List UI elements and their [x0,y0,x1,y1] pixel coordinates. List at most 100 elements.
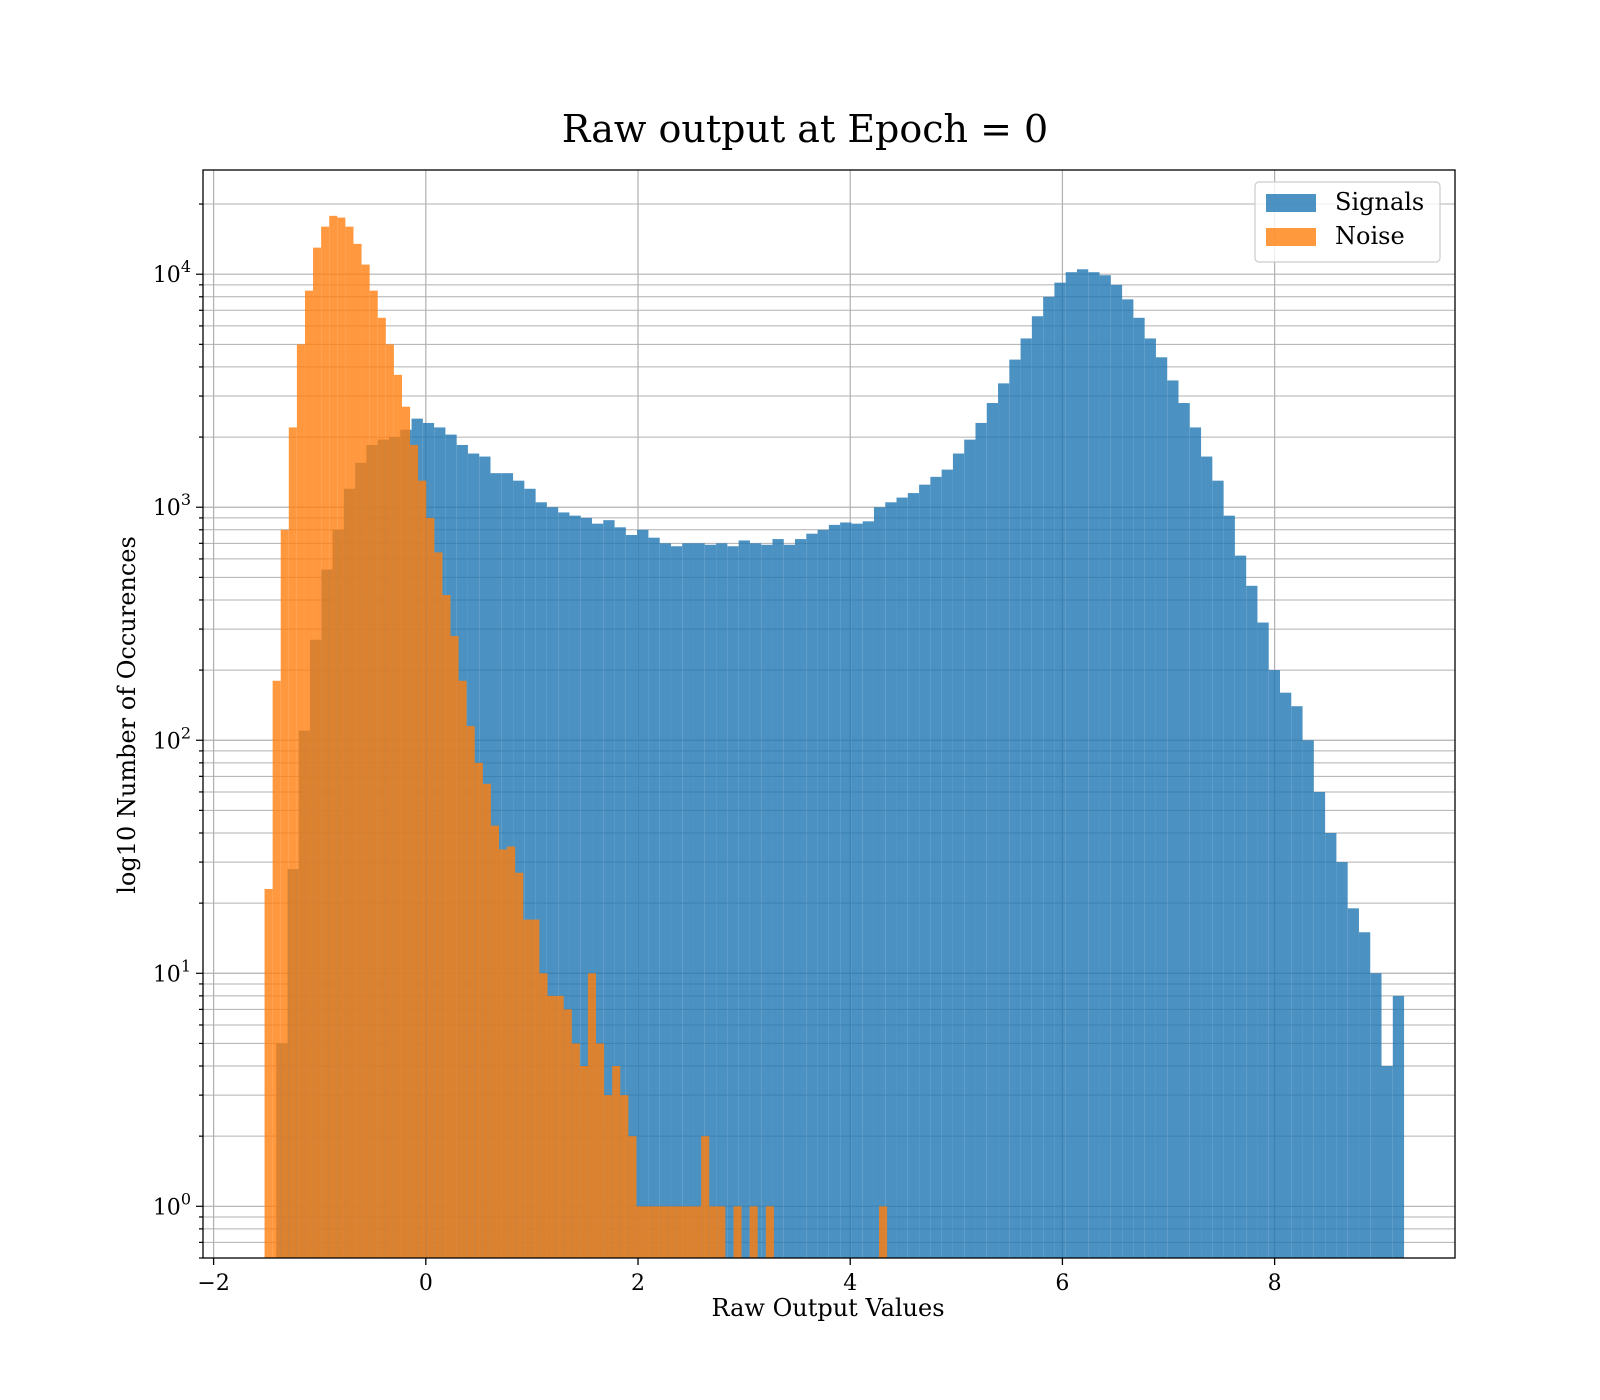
histogram-bar [321,226,330,1259]
histogram-bar [704,544,717,1258]
axes-layer: −2 0 2 4 6 8 100 101 102 103 104 [153,169,1456,1296]
histogram-bar [603,520,615,1258]
histogram-bar [580,517,593,1258]
legend-label-signals: Signals [1335,188,1424,216]
histogram-bar [385,344,394,1258]
histogram-bar [862,521,874,1258]
histogram-bar [434,552,443,1258]
histogram-bar [806,533,818,1258]
histogram-bar [450,636,459,1258]
histogram-bar [1392,995,1405,1258]
histogram-bar [986,403,999,1258]
histogram-bar [1031,316,1044,1259]
histogram-bar [1234,555,1247,1258]
x-tick-label: 0 [419,1271,433,1296]
histogram-bar [919,484,931,1258]
histogram-bar [636,1206,645,1258]
histogram-bar [426,517,435,1258]
histogram-bar [1336,862,1348,1258]
histogram-bar [482,783,491,1258]
histogram-bar [930,476,942,1258]
histogram-bar [524,488,536,1258]
histogram-bar [749,1206,758,1258]
histogram-bar [817,529,829,1258]
histogram-bar [701,1136,710,1258]
histogram-bar [1291,706,1303,1258]
histogram-bar [738,540,750,1258]
histogram-bar [546,507,559,1258]
y-tick-label: 104 [153,257,191,288]
legend: Signals Noise [1254,181,1441,263]
histogram-bar [1212,480,1224,1258]
x-tick-label: 4 [843,1271,857,1296]
chart-title: Raw output at Epoch = 0 [562,107,1048,151]
histogram-bar [563,1009,572,1258]
histogram-bar [1088,272,1100,1258]
histogram-bar [555,995,564,1258]
histogram-bar [749,543,762,1258]
histogram-bar [716,543,728,1258]
histogram-bar [1020,338,1032,1259]
histogram-bar [727,546,739,1258]
histogram-bar [337,217,346,1258]
x-axis-label: Raw Output Values [711,1294,944,1322]
bars-layer [264,215,1405,1259]
histogram-bar [670,546,683,1258]
histogram-bar [1381,1066,1393,1258]
histogram-bar [637,529,649,1258]
y-tick-label: 100 [153,1189,191,1220]
legend-swatch-noise [1266,228,1316,246]
histogram-bar [1178,403,1190,1258]
histogram-bar [660,1206,669,1258]
histogram-bar [587,973,597,1258]
histogram-bar [644,1206,653,1258]
histogram-bar [733,1206,742,1258]
histogram-bar [466,726,475,1258]
histogram-bar [410,444,419,1258]
histogram-bar [458,680,467,1258]
histogram-bar [535,502,547,1258]
histogram-bar [296,344,305,1258]
histogram-bar [288,427,297,1258]
histogram-bar [659,543,671,1258]
histogram-bar [1268,670,1281,1258]
histogram-bar [1302,740,1314,1258]
y-tick-label: 101 [153,956,191,987]
histogram-bar [952,453,965,1258]
histogram-bar [1076,269,1089,1258]
histogram-bar [1155,357,1168,1258]
histogram-bar [1189,427,1202,1258]
histogram-bar [474,762,483,1258]
histogram-bar [369,290,378,1258]
histogram-bar [280,529,289,1258]
series-noise [264,215,888,1259]
histogram-bar [964,439,976,1258]
histogram-bar [1246,585,1258,1258]
histogram-bar [558,512,570,1258]
histogram-bar [377,317,386,1258]
histogram-bar [1358,932,1371,1258]
x-tick-label: 8 [1268,1271,1282,1296]
histogram-bar [717,1206,726,1258]
histogram-bar [345,226,354,1259]
legend-swatch-signals [1266,194,1316,212]
histogram-bar [684,1206,694,1258]
histogram-bar [693,1206,702,1258]
histogram-bar [353,243,362,1258]
histogram-bar [1043,296,1055,1259]
histogram-bar [998,383,1010,1258]
plot-frame [202,169,1456,1259]
histogram-bar [515,872,524,1258]
histogram-bar [329,215,338,1258]
histogram-bar [693,543,705,1258]
histogram-bar [1054,282,1066,1258]
histogram-bar [579,1066,588,1258]
histogram-bar [761,544,773,1258]
histogram-bar [507,846,516,1258]
histogram-bar [878,1206,888,1258]
histogram-bar [571,1043,580,1258]
histogram-bar [628,1136,637,1258]
histogram-bar [625,534,638,1258]
